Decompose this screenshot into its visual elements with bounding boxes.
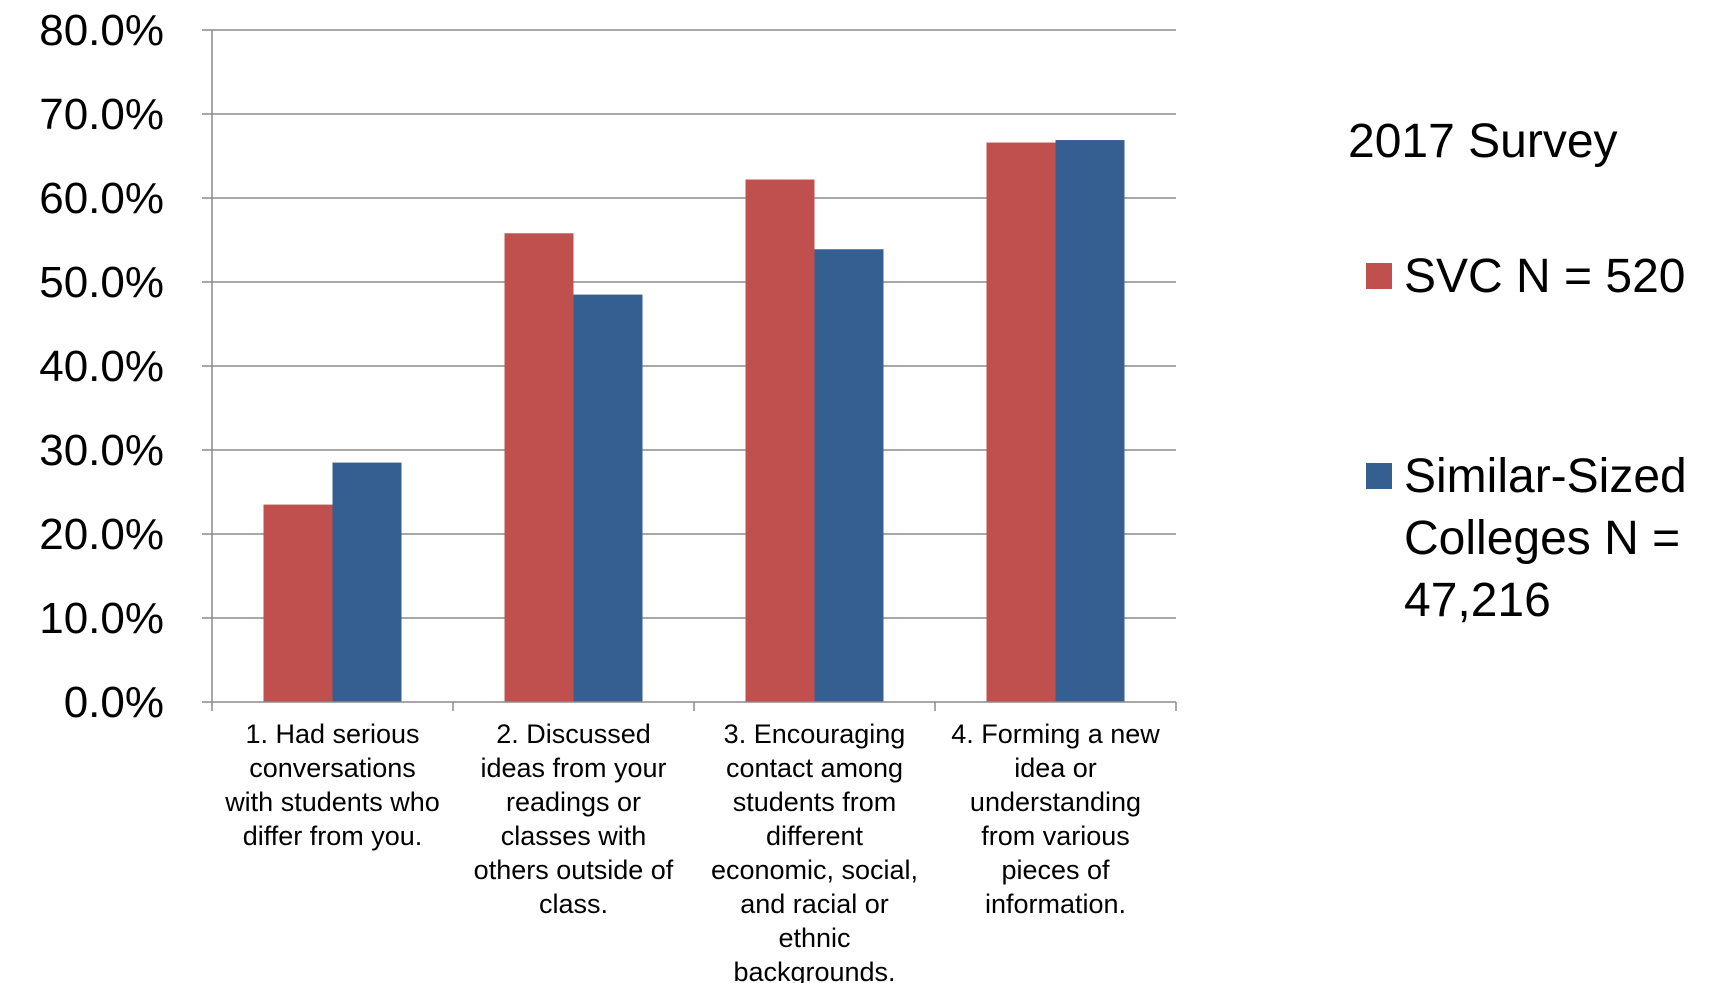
y-tick-label: 20.0% xyxy=(39,510,164,559)
legend-label-line: Colleges N = xyxy=(1404,512,1681,565)
legend-label-svc: SVC N = 520 xyxy=(1404,246,1729,308)
x-tick-label-line: 2. Discussed xyxy=(496,719,651,749)
y-tick-label: 0.0% xyxy=(64,678,164,727)
bars xyxy=(263,140,1125,703)
x-tick-label-line: different xyxy=(766,821,864,851)
x-tick-label-line: contact among xyxy=(726,753,903,783)
x-tick-label: 3. Encouraging contact among students from… xyxy=(711,719,918,983)
y-tick-label: 30.0% xyxy=(39,426,164,475)
x-tick-label-line: from various xyxy=(981,821,1130,851)
x-tick-label-line: classes with xyxy=(501,821,647,851)
legend-swatch-similar-sized xyxy=(1366,463,1392,489)
x-tick-label: 2. Discussed ideas from your readings or cl… xyxy=(474,719,674,919)
x-tick-label-line: ideas from your xyxy=(480,753,666,783)
bar-similar-sized-2 xyxy=(573,294,643,702)
axes xyxy=(202,29,1177,711)
y-tick-label: 60.0% xyxy=(39,174,164,223)
legend-swatch-svc xyxy=(1366,263,1392,289)
y-tick-labels: 0.0% 10.0% 20.0% 30.0% 40.0% 50.0% 60.0% 70.0% 8… xyxy=(39,6,164,727)
legend-label-line: 47,216 xyxy=(1404,574,1551,627)
x-tick-label-line: pieces of xyxy=(1001,855,1110,885)
y-tick-label: 50.0% xyxy=(39,258,164,307)
legend-label-similar-sized: Similar-Sized Colleges N = 47,216 xyxy=(1404,446,1729,632)
x-tick-label: 1. Had serious conversations with students… xyxy=(224,719,440,851)
x-tick-label-line: differ from you. xyxy=(243,821,423,851)
x-tick-label-line: students from xyxy=(733,787,897,817)
x-tick-label-line: 3. Encouraging xyxy=(724,719,906,749)
x-tick-label-line: others outside of xyxy=(474,855,674,885)
y-tick-label: 70.0% xyxy=(39,90,164,139)
x-tick-label-line: ethnic xyxy=(778,923,850,953)
bar-svc-3 xyxy=(745,179,815,702)
legend-title: 2017 Survey xyxy=(1348,115,1618,168)
x-tick-label-line: class. xyxy=(539,889,608,919)
x-tick-labels: 1. Had serious conversations with students… xyxy=(224,719,1160,983)
bar-svc-1 xyxy=(263,504,333,702)
x-tick-label-line: backgrounds. xyxy=(733,957,895,983)
x-tick-label-line: understanding xyxy=(970,787,1141,817)
x-tick-label: 4. Forming a new idea or understanding from… xyxy=(951,719,1160,919)
y-tick-label: 40.0% xyxy=(39,342,164,391)
bar-similar-sized-4 xyxy=(1055,140,1125,703)
x-tick-label-line: readings or xyxy=(506,787,641,817)
bar-svc-2 xyxy=(504,233,574,702)
bar-similar-sized-3 xyxy=(814,249,884,703)
x-tick-label-line: economic, social, xyxy=(711,855,918,885)
bar-similar-sized-1 xyxy=(332,462,402,702)
x-tick-label-line: 4. Forming a new xyxy=(951,719,1160,749)
y-tick-label: 80.0% xyxy=(39,6,164,55)
y-tick-label: 10.0% xyxy=(39,594,164,643)
legend-label-line: SVC N = 520 xyxy=(1404,250,1686,303)
x-tick-label-line: with students who xyxy=(224,787,440,817)
x-tick-label-line: conversations xyxy=(249,753,416,783)
x-tick-label-line: and racial or xyxy=(740,889,889,919)
x-tick-label-line: information. xyxy=(985,889,1126,919)
legend-item-similar-sized: Similar-Sized Colleges N = 47,216 xyxy=(1366,446,1729,632)
legend-label-line: Similar-Sized xyxy=(1404,450,1687,503)
bar-svc-4 xyxy=(986,142,1056,702)
x-tick-label-line: idea or xyxy=(1014,753,1097,783)
legend-item-svc: SVC N = 520 xyxy=(1366,246,1729,308)
x-tick-label-line: 1. Had serious xyxy=(245,719,419,749)
